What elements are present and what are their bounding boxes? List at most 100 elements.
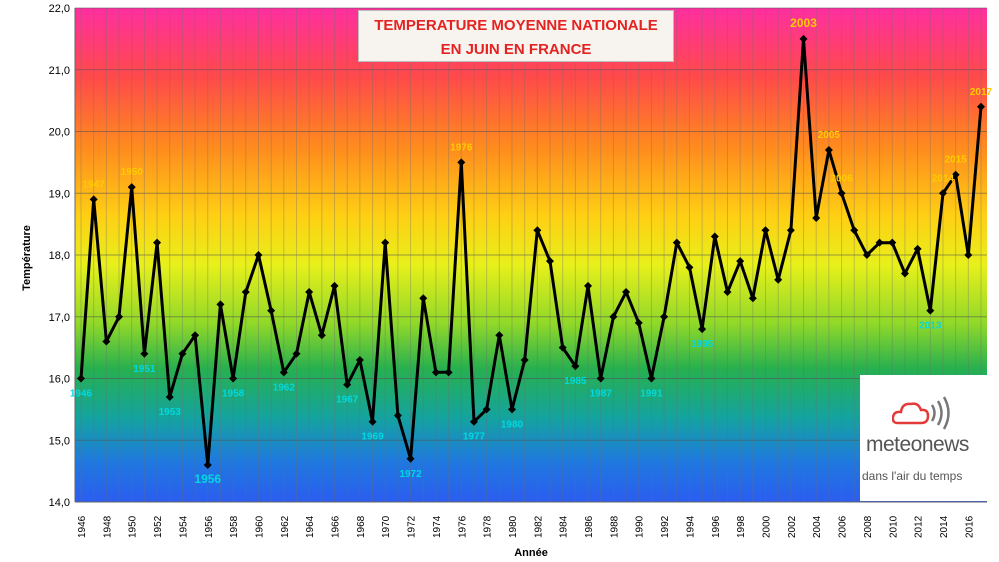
x-tick-label: 1952 <box>153 515 164 538</box>
low-year-label: 1953 <box>159 407 182 418</box>
high-year-label: 2017 <box>970 87 993 98</box>
x-tick-label: 1958 <box>229 515 240 538</box>
x-axis: 1946 1948 1950 1952 1954 1956 1958 1960 1962 1964… <box>77 515 975 538</box>
data-point <box>254 251 263 259</box>
data-point <box>495 331 504 340</box>
data-point <box>165 393 174 402</box>
x-tick-label: 1996 <box>711 515 722 538</box>
x-tick-label: 2016 <box>964 515 975 538</box>
y-tick-label: 17,0 <box>49 312 70 324</box>
data-point <box>457 158 466 167</box>
data-point <box>229 374 238 383</box>
data-point <box>355 355 364 364</box>
high-year-label: 2014 <box>932 173 955 184</box>
low-year-label: 1985 <box>564 376 587 387</box>
data-point <box>267 306 276 315</box>
data-point <box>153 238 162 247</box>
cloud-signal-icon <box>892 396 950 430</box>
high-year-label: 1950 <box>121 167 144 178</box>
data-point <box>622 288 631 297</box>
data-point <box>951 170 960 179</box>
data-point <box>875 238 884 247</box>
x-tick-label: 1986 <box>584 515 595 538</box>
data-point <box>368 417 377 426</box>
data-point <box>115 312 124 321</box>
data-point <box>191 331 200 340</box>
data-point <box>571 362 580 371</box>
logo-tagline: dans l'air du temps <box>862 469 963 483</box>
data-point <box>913 244 922 253</box>
data-point <box>964 251 973 259</box>
high-year-label: 2015 <box>945 155 968 166</box>
low-year-label: 1991 <box>640 389 663 400</box>
series-line <box>79 37 983 467</box>
y-axis: 14,0 15,0 16,0 17,0 18,0 19,0 20,0 21,0 22,0 <box>49 3 70 509</box>
x-tick-label: 1976 <box>457 515 468 538</box>
y-tick-label: 20,0 <box>49 127 70 139</box>
data-point <box>558 343 567 352</box>
y-tick-label: 19,0 <box>49 188 70 200</box>
x-tick-label: 2010 <box>888 515 899 538</box>
x-axis-label: Année <box>514 547 548 559</box>
data-point <box>343 380 352 389</box>
x-tick-label: 1974 <box>432 515 443 538</box>
low-year-label: 1977 <box>463 432 486 443</box>
data-point <box>292 349 301 358</box>
x-tick-label: 1966 <box>331 515 342 538</box>
low-year-label: 1987 <box>590 389 613 400</box>
data-point <box>634 318 643 327</box>
data-point <box>393 411 402 420</box>
x-tick-label: 2008 <box>863 515 874 538</box>
x-tick-label: 2006 <box>838 515 849 538</box>
x-tick-label: 1962 <box>280 515 291 538</box>
data-point <box>850 226 859 235</box>
low-year-label: 1972 <box>399 469 422 480</box>
data-point <box>584 281 593 290</box>
high-year-label: 2005 <box>818 130 841 141</box>
high-year-label: 1976 <box>450 142 473 153</box>
data-point <box>748 294 757 303</box>
x-tick-label: 1960 <box>254 515 265 538</box>
y-axis-label: Température <box>21 225 33 291</box>
low-year-label: 1956 <box>194 472 221 486</box>
low-year-label: 1951 <box>133 364 156 375</box>
title-line-2: EN JUIN EN FRANCE <box>440 41 592 58</box>
data-point <box>381 238 390 247</box>
y-tick-label: 18,0 <box>49 250 70 262</box>
data-point <box>546 257 555 266</box>
x-tick-label: 1992 <box>660 515 671 538</box>
data-point <box>685 263 694 272</box>
data-point <box>977 102 985 111</box>
data-point <box>482 405 491 414</box>
data-point <box>431 368 440 377</box>
low-year-label: 1969 <box>361 432 384 443</box>
y-tick-label: 21,0 <box>49 65 70 77</box>
data-point <box>203 460 212 469</box>
low-year-label: 1967 <box>336 395 359 406</box>
data-point <box>89 195 98 204</box>
data-point <box>888 238 897 247</box>
data-point <box>140 349 149 358</box>
x-tick-label: 2000 <box>762 515 773 538</box>
x-tick-label: 1998 <box>736 515 747 538</box>
high-year-label: 1947 <box>83 179 106 190</box>
x-tick-label: 1956 <box>204 515 215 538</box>
data-point <box>647 374 656 383</box>
data-point <box>786 226 795 235</box>
x-tick-label: 1994 <box>685 515 696 538</box>
data-point <box>330 281 339 290</box>
x-tick-label: 2012 <box>914 515 925 538</box>
meteonews-logo: meteonews dans l'air du temps <box>860 375 992 501</box>
data-points <box>77 34 985 469</box>
high-year-label: 2003 <box>790 16 817 30</box>
data-point <box>406 454 415 463</box>
data-point <box>672 238 681 247</box>
data-point <box>216 300 225 309</box>
x-tick-label: 1982 <box>533 515 544 538</box>
low-year-label: 1980 <box>501 419 524 430</box>
data-point <box>178 349 187 358</box>
title-line-1: TEMPERATURE MOYENNE NATIONALE <box>374 17 658 34</box>
x-tick-label: 2002 <box>787 515 798 538</box>
data-point <box>812 213 821 222</box>
